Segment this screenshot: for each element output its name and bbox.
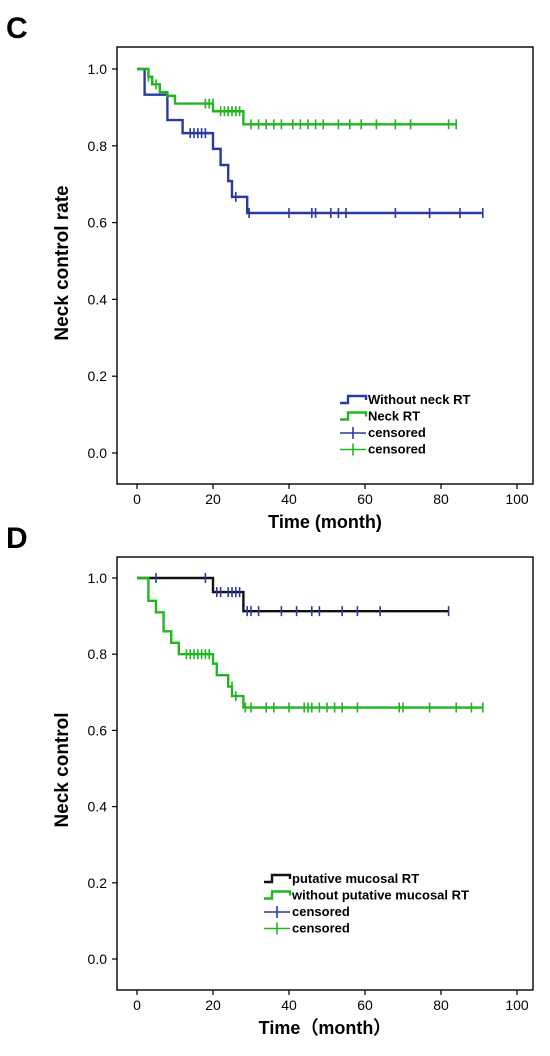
plot-frame <box>116 46 534 485</box>
y-tick-label: 0.0 <box>88 445 108 461</box>
legend-line-symbol <box>340 394 368 405</box>
x-tick-label: 0 <box>133 997 141 1013</box>
y-tick-label: 0.8 <box>88 138 108 154</box>
panel-letter-d: D <box>6 522 28 555</box>
x-axis-label-c: Time (month) <box>268 512 382 532</box>
legend-line-symbol <box>264 890 292 900</box>
y-axis-label-d: Neck control <box>52 712 73 827</box>
x-tick-label: 20 <box>205 491 221 507</box>
y-tick-label: 0.0 <box>88 951 108 967</box>
y-tick-label: 0.2 <box>88 368 108 384</box>
km-curve-1 <box>137 576 449 613</box>
km-curve-1 <box>137 67 483 215</box>
plot-area-d: 0 20 40 60 80 100 0.0 0.2 0.4 0.6 0.8 1.0 putative m… <box>88 556 534 1013</box>
y-tick-label: 1.0 <box>88 61 108 77</box>
legend-label: Without neck RT <box>368 392 470 407</box>
y-tick-label: 0.8 <box>88 646 108 662</box>
km-curve-2 <box>137 67 457 126</box>
legend-line-symbol <box>340 411 368 421</box>
y-axis-label-c: Neck control rate <box>52 185 73 340</box>
y-tick-label: 0.2 <box>88 875 108 891</box>
x-tick-label: 40 <box>281 491 297 507</box>
x-tick-label: 80 <box>433 491 449 507</box>
legend-label: censored <box>368 442 426 457</box>
legend-label: Neck RT <box>368 409 420 424</box>
y-tick-label: 0.4 <box>88 291 108 307</box>
legend-label: censored <box>292 904 350 919</box>
x-axis-label-d: Time（month） <box>259 1018 392 1038</box>
x-tick-label: 0 <box>133 491 141 507</box>
legend-line-symbol <box>264 873 292 884</box>
panel-letter-c: C <box>6 12 28 45</box>
y-tick-label: 1.0 <box>88 570 108 586</box>
x-tick-label: 100 <box>505 491 529 507</box>
x-tick-label: 100 <box>505 997 529 1013</box>
panel-c: C Neck control rate Time (month) 0 20 40 60… <box>6 12 534 532</box>
panel-d: D Neck control Time（month） 0 20 40 60 80 1000… <box>6 522 534 1038</box>
x-tick-label: 40 <box>281 997 297 1013</box>
y-tick-label: 0.6 <box>88 215 108 231</box>
y-tick-label: 0.6 <box>88 722 108 738</box>
legend-label: putative mucosal RT <box>292 871 419 886</box>
x-tick-label: 20 <box>205 997 221 1013</box>
km-curve-2 <box>137 576 483 709</box>
x-tick-label: 80 <box>433 997 449 1013</box>
plot-frame <box>116 556 534 991</box>
x-tick-label: 60 <box>357 997 373 1013</box>
plot-area-c: 0 20 40 60 80 100 0.0 0.2 0.4 0.6 0.8 1.0 Without ne… <box>88 46 534 507</box>
legend-label: censored <box>368 425 426 440</box>
y-tick-label: 0.4 <box>88 799 108 815</box>
legend-label: without putative mucosal RT <box>291 888 469 903</box>
legend-label: censored <box>292 921 350 936</box>
x-tick-label: 60 <box>357 491 373 507</box>
